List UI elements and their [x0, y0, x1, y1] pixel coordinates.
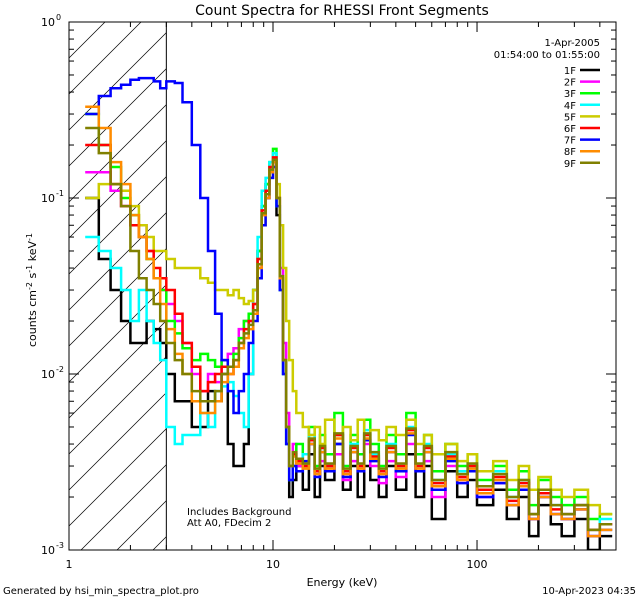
y-tick-label: 10 [41, 192, 55, 205]
y-tick-label: 10 [41, 368, 55, 381]
y-axis-label-s: s [26, 272, 39, 281]
legend-label-5f: 5F [564, 112, 576, 123]
attenuator-hatch-region [69, 22, 167, 550]
legend-label-9f: 9F [564, 159, 576, 170]
annotation-attenuator: Att A0, FDecim 2 [187, 518, 271, 529]
x-tick-label: 100 [467, 558, 488, 571]
plot-frame [68, 21, 617, 551]
legend-label-8f: 8F [564, 147, 576, 158]
y-axis-label: counts cm-2 s-1 keV-1 [25, 233, 39, 347]
hatch-line [69, 68, 167, 167]
y-tick-label-exponent: -1 [56, 189, 64, 198]
y-tick-label: 10 [41, 16, 55, 29]
y-tick-label-exponent: -3 [56, 541, 64, 550]
generated-by-label: Generated by hsi_min_spectra_plot.pro [3, 586, 199, 597]
legend-label-4f: 4F [564, 101, 576, 112]
y-axis-label-exp1: -2 [25, 282, 34, 290]
x-tick-label: 1 [66, 558, 73, 571]
hatch-line [69, 32, 167, 131]
x-tick-labels: 1 10 100 [66, 558, 488, 571]
hatch-line [69, 428, 167, 527]
y-tick-label-exponent: 0 [56, 13, 61, 22]
legend-label-7f: 7F [564, 136, 576, 147]
y-axis-label-exp2: -1 [25, 265, 34, 273]
series-line-9f [85, 126, 613, 532]
x-tick-label: 10 [266, 558, 280, 571]
series-group [85, 76, 613, 550]
axis-ticks [68, 21, 616, 551]
chart-title: Count Spectra for RHESSI Front Segments [195, 3, 489, 19]
y-axis-label-exp3: -1 [25, 233, 34, 241]
hatch-line [69, 284, 167, 383]
legend-label-6f: 6F [564, 124, 576, 135]
annotation-background: Includes Background [187, 507, 291, 518]
y-tick-label: 10 [41, 544, 55, 557]
legend-label-1f: 1F [564, 66, 576, 77]
hatch-line [69, 392, 167, 491]
y-tick-label-exponent: -2 [56, 365, 64, 374]
hatch-line [69, 248, 167, 347]
hatch-line [69, 104, 167, 203]
time-range-label: 01:54:00 to 01:55:00 [494, 50, 600, 61]
date-label: 1-Apr-2005 [545, 38, 600, 49]
legend-label-2f: 2F [564, 78, 576, 89]
timestamp-label: 10-Apr-2023 04:35 [542, 586, 636, 597]
y-axis-label-counts: counts cm [26, 290, 39, 347]
legend-label-3f: 3F [564, 89, 576, 100]
y-axis-label-kev: keV [26, 241, 39, 265]
x-axis-label: Energy (keV) [307, 576, 378, 589]
hatch-line [69, 212, 167, 311]
